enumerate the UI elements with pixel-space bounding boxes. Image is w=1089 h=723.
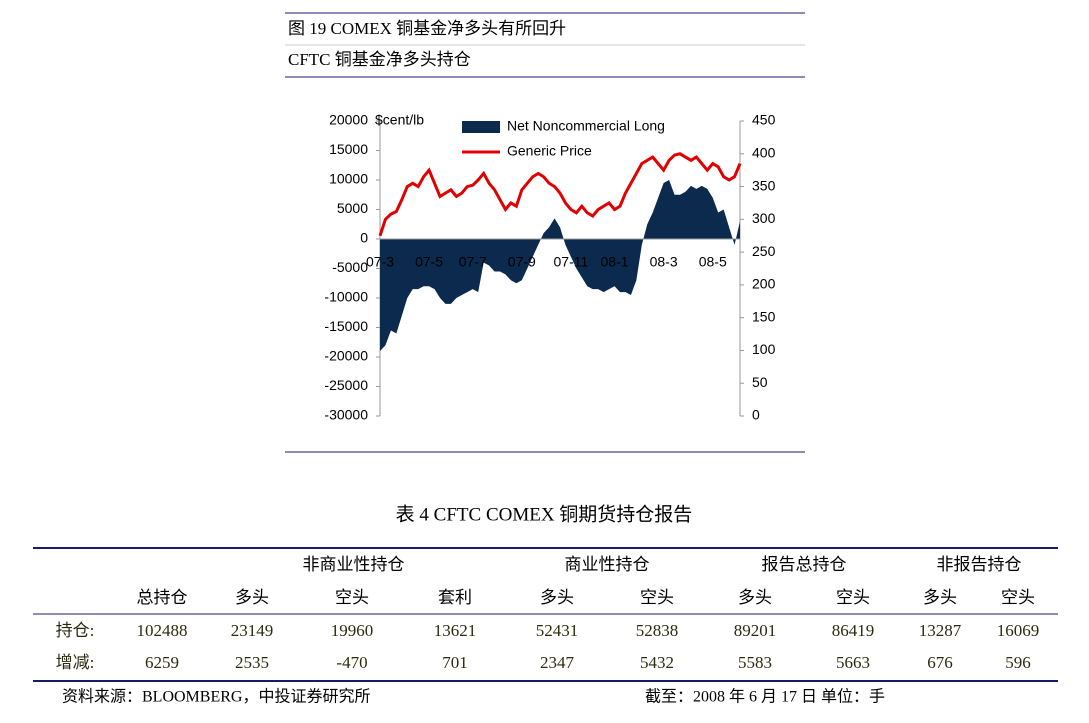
legend-label: Net Noncommercial Long	[507, 118, 665, 134]
column-header: 空头	[335, 588, 369, 607]
y-tick-label: 15000	[329, 141, 368, 157]
column-header: 空头	[640, 588, 674, 607]
y2-tick-label: 150	[752, 308, 776, 324]
y2-tick-label: 250	[752, 243, 776, 259]
cell: 52838	[636, 621, 679, 640]
cell: 86419	[832, 621, 875, 640]
row-label: 增减:	[56, 653, 95, 672]
y-tick-label: 0	[360, 230, 368, 246]
column-header: 多头	[235, 588, 269, 607]
y-tick-label: -10000	[324, 289, 368, 305]
cell: 5663	[836, 653, 870, 672]
column-header: 多头	[923, 588, 957, 607]
cell: 16069	[997, 621, 1040, 640]
line	[378, 152, 742, 237]
x-tick-label: 07-3	[366, 254, 394, 270]
cell: 13621	[434, 621, 477, 640]
y-tick-label: -15000	[324, 318, 368, 334]
y-tick-label: 5000	[337, 200, 368, 216]
axis-unit: $cent/lb	[375, 112, 424, 128]
figure-subtitle: CFTC 铜基金净多头持仓	[288, 50, 471, 69]
cell: 5583	[738, 653, 772, 672]
cell: 596	[1005, 653, 1031, 672]
column-header: 多头	[540, 588, 574, 607]
cell: 13287	[919, 621, 962, 640]
cell: 676	[927, 653, 953, 672]
column-header: 空头	[836, 588, 870, 607]
cell: 2535	[235, 653, 269, 672]
cell: 2347	[540, 653, 575, 672]
legend-swatch	[462, 121, 500, 133]
legend-label: Generic Price	[507, 143, 592, 159]
y2-tick-label: 450	[752, 112, 776, 128]
table-caption: 表 4 CFTC COMEX 铜期货持仓报告	[396, 503, 693, 525]
y-tick-label: 20000	[329, 112, 368, 128]
cell: 5432	[640, 653, 674, 672]
y2-tick-label: 200	[752, 276, 776, 292]
column-header: 多头	[738, 588, 772, 607]
x-tick-label: 07-7	[459, 254, 487, 270]
cell: 23149	[231, 621, 274, 640]
source-note: 资料来源：BLOOMBERG，中投证券研究所	[62, 688, 370, 706]
y-tick-label: -20000	[324, 348, 368, 364]
cell: 89201	[734, 621, 777, 640]
y2-tick-label: 100	[752, 341, 776, 357]
chart: -30000-25000-20000-15000-10000-500005000…	[324, 112, 775, 423]
x-tick-label: 07-9	[508, 254, 536, 270]
cell: 701	[442, 653, 468, 672]
cell: 19960	[331, 621, 374, 640]
x-tick-label: 08-3	[650, 254, 678, 270]
cell: -470	[336, 653, 367, 672]
x-tick-label: 07-11	[554, 254, 589, 270]
y2-tick-label: 350	[752, 177, 776, 193]
column-header: 总持仓	[137, 588, 188, 607]
group-header: 非报告持仓	[937, 555, 1022, 574]
y-tick-label: -5000	[332, 259, 368, 275]
source-date: 截至：2008 年 6 月 17 日 单位：手	[645, 688, 885, 706]
y-tick-label: 10000	[329, 171, 368, 187]
area	[380, 180, 740, 352]
row-label: 持仓:	[56, 621, 95, 640]
y2-tick-label: 50	[752, 374, 768, 390]
group-header: 商业性持仓	[565, 555, 650, 574]
y-tick-label: -25000	[324, 377, 368, 393]
cell: 102488	[137, 621, 188, 640]
x-tick-label: 07-5	[415, 254, 443, 270]
cell: 6259	[145, 653, 179, 672]
figure-title: 图 19 COMEX 铜基金净多头有所回升	[288, 19, 566, 38]
column-header: 空头	[1001, 588, 1035, 607]
x-tick-label: 08-5	[699, 254, 727, 270]
y2-tick-label: 0	[752, 407, 760, 423]
y2-tick-label: 300	[752, 210, 776, 226]
x-tick-label: 08-1	[601, 254, 629, 270]
group-header: 非商业性持仓	[303, 555, 405, 574]
column-header: 套利	[438, 588, 472, 607]
y-tick-label: -30000	[324, 407, 368, 423]
group-header: 报告总持仓	[762, 555, 847, 574]
y2-tick-label: 400	[752, 144, 776, 160]
cell: 52431	[536, 621, 579, 640]
